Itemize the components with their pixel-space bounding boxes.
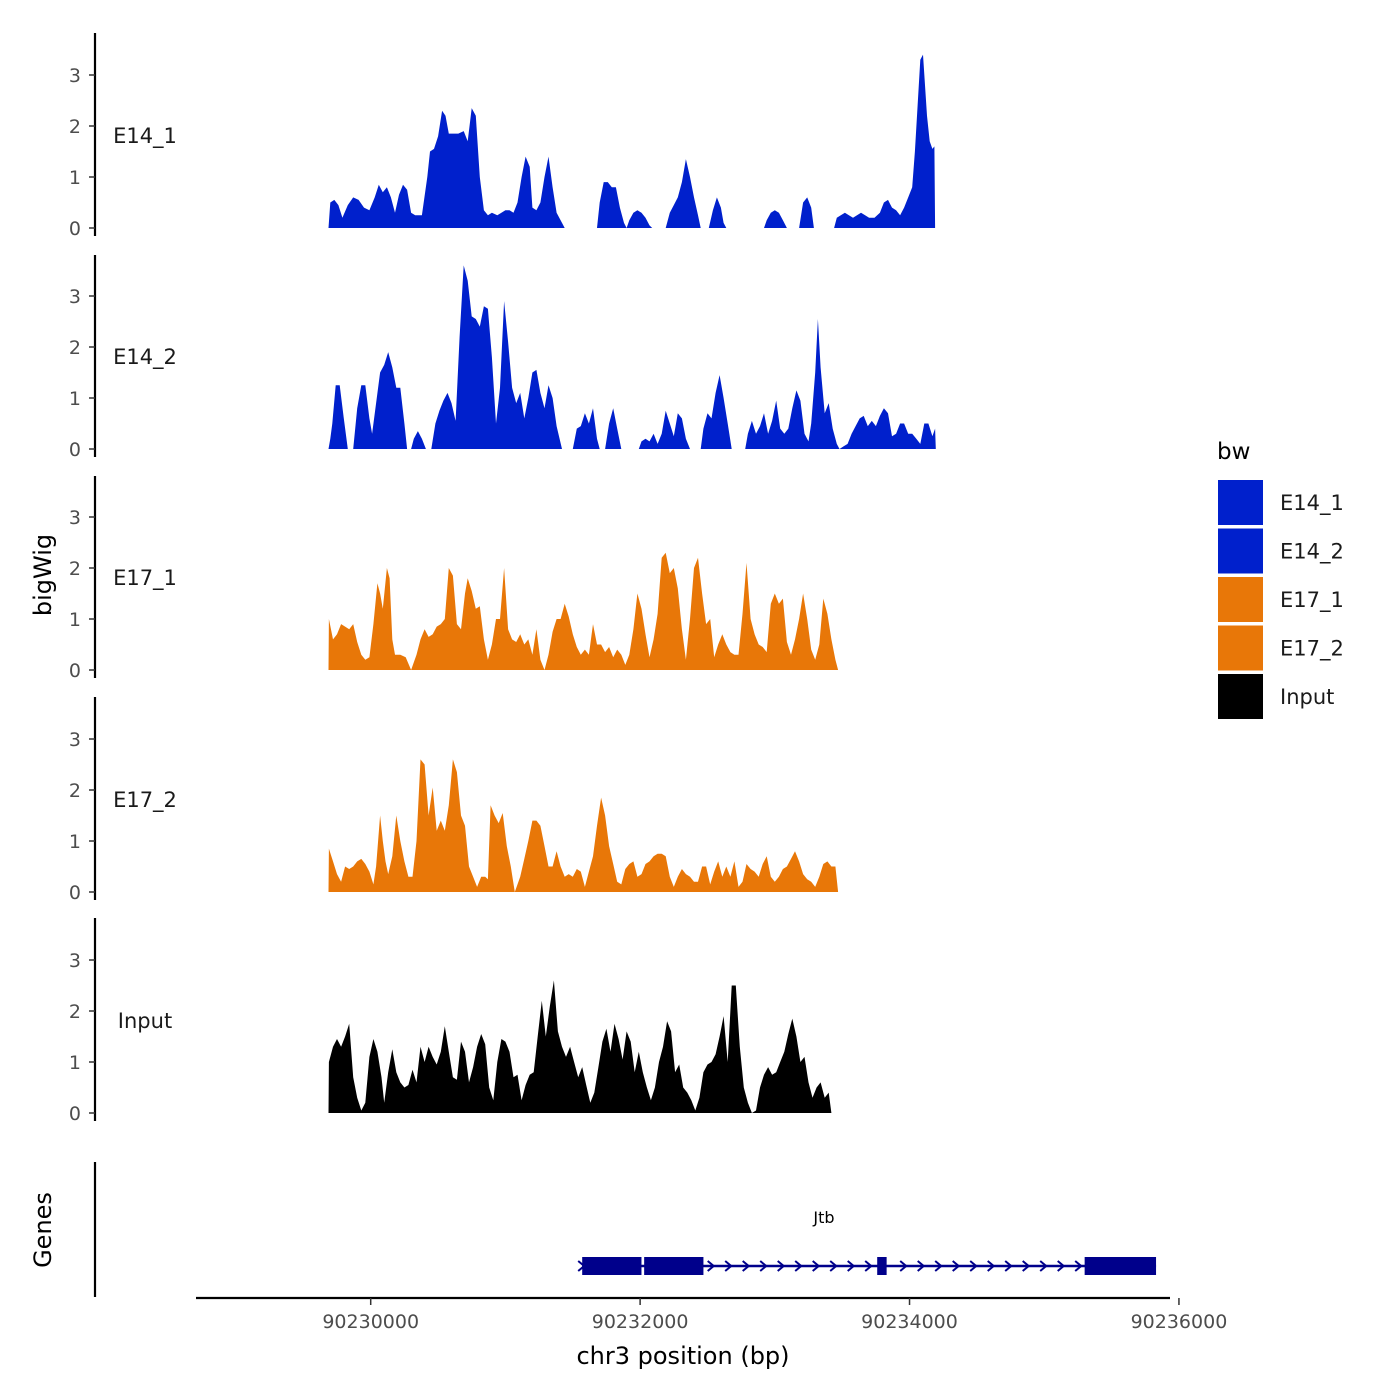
strand-arrow bbox=[794, 1260, 803, 1272]
y-tick-label: 3 bbox=[69, 507, 81, 529]
gene-exon bbox=[644, 1257, 704, 1275]
gene-name: Jtb bbox=[812, 1208, 834, 1227]
x-tick-label: 90236000 bbox=[1131, 1311, 1228, 1333]
y-tick-label: 1 bbox=[69, 167, 81, 189]
y-tick-label: 0 bbox=[69, 439, 81, 461]
y-tick-label: 2 bbox=[69, 337, 81, 359]
strand-arrow bbox=[812, 1260, 821, 1272]
genes-track-label: Genes bbox=[29, 1192, 57, 1268]
x-axis-label: chr3 position (bp) bbox=[576, 1342, 789, 1370]
area-Input bbox=[328, 980, 832, 1113]
legend-swatch-E14_2 bbox=[1218, 528, 1263, 574]
legend: bw E14_1 E14_2 E17_1 E17_2 Input bbox=[1217, 439, 1344, 719]
panel-label: E17_1 bbox=[113, 566, 177, 591]
strand-arrow bbox=[759, 1260, 768, 1272]
legend-swatch-E17_1 bbox=[1218, 577, 1263, 622]
track-E17_1: 0 1 2 3 E17_1 bbox=[69, 476, 839, 682]
panel-label: E17_2 bbox=[113, 788, 177, 813]
legend-label: E14_2 bbox=[1280, 540, 1344, 565]
x-tick-label: 90230000 bbox=[322, 1311, 419, 1333]
strand-arrow bbox=[1004, 1260, 1013, 1272]
y-tick-label: 1 bbox=[69, 831, 81, 853]
strand-arrow bbox=[707, 1260, 716, 1272]
legend-swatch-E17_2 bbox=[1218, 625, 1263, 671]
area-E17_2 bbox=[328, 759, 839, 892]
strand-arrow bbox=[829, 1260, 838, 1272]
track-E17_2: 0 1 2 3 E17_2 bbox=[69, 697, 839, 904]
strand-arrow bbox=[1022, 1260, 1031, 1272]
area-E14_2 bbox=[328, 265, 936, 449]
gene-exon bbox=[582, 1257, 642, 1275]
y-tick-label: 0 bbox=[69, 660, 81, 682]
gene-exon bbox=[1084, 1257, 1157, 1275]
strand-arrow bbox=[724, 1260, 733, 1272]
x-tick-label: 90232000 bbox=[592, 1311, 689, 1333]
strand-arrow bbox=[1057, 1260, 1066, 1272]
strand-arrow bbox=[1039, 1260, 1048, 1272]
y-tick-label: 3 bbox=[69, 950, 81, 972]
legend-swatch-Input bbox=[1218, 674, 1263, 719]
strand-arrow bbox=[952, 1260, 961, 1272]
y-tick-label: 1 bbox=[69, 609, 81, 631]
legend-label: E14_1 bbox=[1280, 491, 1344, 516]
y-tick-label: 2 bbox=[69, 116, 81, 138]
strand-arrow bbox=[864, 1260, 873, 1272]
x-tick-label: 90234000 bbox=[861, 1311, 958, 1333]
panel-label: Input bbox=[118, 1009, 172, 1033]
y-tick-label: 1 bbox=[69, 1052, 81, 1074]
legend-swatch-E14_1 bbox=[1218, 480, 1263, 525]
area-E17_1 bbox=[328, 552, 839, 670]
y-tick-label: 2 bbox=[69, 558, 81, 580]
strand-arrow bbox=[777, 1260, 786, 1272]
y-tick-label: 0 bbox=[69, 882, 81, 904]
legend-title: bw bbox=[1217, 439, 1250, 465]
legend-label: E17_1 bbox=[1280, 588, 1344, 613]
strand-arrow bbox=[1074, 1260, 1083, 1272]
track-E14_2: 0 1 2 3 E14_2 bbox=[69, 255, 936, 461]
y-tick-label: 0 bbox=[69, 1103, 81, 1125]
strand-arrow bbox=[917, 1260, 926, 1272]
gene-exon bbox=[877, 1257, 887, 1275]
x-axis: 90230000 90232000 90234000 90236000 bbox=[196, 1296, 1228, 1333]
strand-arrow bbox=[987, 1260, 996, 1272]
y-tick-label: 2 bbox=[69, 1001, 81, 1023]
strand-arrow bbox=[742, 1260, 751, 1272]
strand-arrow bbox=[899, 1260, 908, 1272]
legend-label: E17_2 bbox=[1280, 637, 1344, 662]
y-tick-label: 3 bbox=[69, 65, 81, 87]
y-tick-label: 2 bbox=[69, 780, 81, 802]
track-E14_1: 0 1 2 3 E14_1 bbox=[69, 33, 936, 240]
strand-arrow bbox=[934, 1260, 943, 1272]
gene-track: Jtb bbox=[93, 1162, 1157, 1297]
track-panels: 0 1 2 3 E14_1 0 1 2 3 E14_2 0 1 2 3 E17_1 0 1 2 3 E17_2 0 1 2 3… bbox=[69, 33, 936, 1125]
y-tick-label: 0 bbox=[69, 218, 81, 240]
strand-arrow bbox=[969, 1260, 978, 1272]
panel-label: E14_2 bbox=[113, 345, 177, 370]
y-tick-label: 1 bbox=[69, 388, 81, 410]
y-tick-label: 3 bbox=[69, 286, 81, 308]
legend-label: Input bbox=[1280, 685, 1334, 709]
panel-label: E14_1 bbox=[113, 124, 177, 149]
area-E14_1 bbox=[328, 54, 936, 228]
y-axis-label: bigWig bbox=[29, 534, 57, 616]
y-tick-label: 3 bbox=[69, 729, 81, 751]
track-Input: 0 1 2 3 Input bbox=[69, 918, 832, 1125]
strand-arrow bbox=[847, 1260, 856, 1272]
